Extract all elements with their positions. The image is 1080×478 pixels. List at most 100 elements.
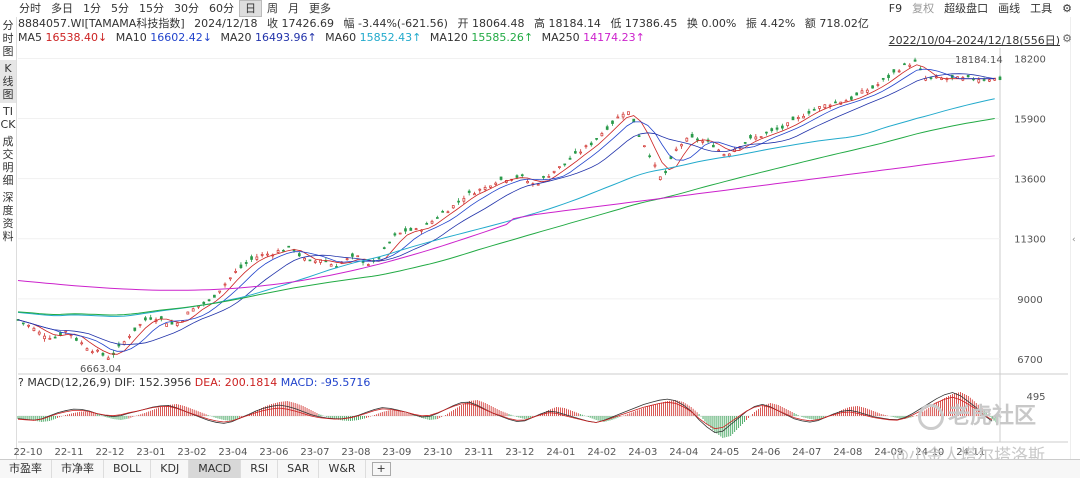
tab-macd[interactable]: MACD xyxy=(189,460,242,478)
ma20-label: MA20 16493.96↑ xyxy=(220,31,317,44)
candle-body xyxy=(621,113,625,118)
f9-button[interactable]: F9 xyxy=(888,1,903,15)
sidebar-item-intraday[interactable]: 分时图 xyxy=(2,19,14,58)
sidebar-item-kline[interactable]: K线图 xyxy=(0,60,16,103)
candle-body xyxy=(138,323,142,326)
period-tab[interactable]: 15分 xyxy=(139,1,164,15)
candle-body xyxy=(823,104,827,108)
date-range[interactable]: 2022/10/04-2024/12/18(556日) xyxy=(888,34,1060,47)
macd-value: MACD: -95.5716 xyxy=(280,376,371,389)
amplitude: 振 4.42% xyxy=(745,17,796,30)
x-tick-label: 24-09 xyxy=(874,447,903,458)
candle-body xyxy=(643,145,646,148)
settings-gear-icon[interactable]: ⚙ xyxy=(1062,32,1072,45)
candle-body xyxy=(881,77,885,80)
period-tab[interactable]: 月 xyxy=(288,1,299,15)
candle-body xyxy=(765,131,768,134)
period-tab[interactable]: 1分 xyxy=(83,1,101,15)
y-tick-label: 6700 xyxy=(1017,355,1042,366)
ma5-label: MA5 16538.40↓ xyxy=(18,31,108,44)
candle-body xyxy=(64,330,68,333)
collapse-strip[interactable]: ‹ xyxy=(1070,17,1080,463)
candle-body xyxy=(43,335,46,340)
x-tick-label: 23-04 xyxy=(218,447,247,458)
candle-body xyxy=(128,335,131,338)
x-tick-label: 23-09 xyxy=(382,447,411,458)
candle-body xyxy=(483,187,487,190)
candle-body xyxy=(85,348,89,351)
candle-body xyxy=(791,116,795,121)
candle-body xyxy=(563,163,567,166)
candle-body xyxy=(892,69,896,73)
period-tab-daily[interactable]: 日 xyxy=(239,0,262,17)
candle-body xyxy=(228,277,232,280)
ma120-label: MA120 15585.26↑ xyxy=(429,31,534,44)
tab-kdj[interactable]: KDJ xyxy=(151,460,190,478)
candle-body xyxy=(749,135,752,139)
candle-body xyxy=(165,323,168,327)
period-tab-more[interactable]: 更多 xyxy=(309,1,331,15)
tab-boll[interactable]: BOLL xyxy=(104,460,152,478)
tab-rsi[interactable]: RSI xyxy=(241,460,279,478)
candle-body xyxy=(101,352,105,356)
x-tick-label: 24-03 xyxy=(628,447,657,458)
macd-legend: ? MACD(12,26,9) DIF: 152.3956 DEA: 200.1… xyxy=(18,376,370,389)
x-tick-label: 23-01 xyxy=(136,447,165,458)
candle-body xyxy=(462,197,466,202)
period-tab[interactable]: 周 xyxy=(267,1,278,15)
candle-body xyxy=(53,336,57,339)
sidebar-item-tick[interactable]: TICK xyxy=(0,105,16,131)
chevron-left-icon[interactable]: ‹ xyxy=(1072,235,1076,245)
sidebar-item-trades[interactable]: 成交明细 xyxy=(2,135,14,187)
candle-body xyxy=(59,332,62,336)
candle-body xyxy=(494,182,498,185)
candle-body xyxy=(27,324,30,327)
candle-body xyxy=(558,166,561,168)
candle-body xyxy=(727,153,731,157)
ma5-line xyxy=(17,64,995,355)
candle-body xyxy=(499,176,503,180)
candle-body xyxy=(69,334,73,337)
help-icon[interactable]: ? xyxy=(18,376,24,389)
candle-body xyxy=(552,170,556,173)
candle-body xyxy=(393,233,397,236)
y-tick-label: 11300 xyxy=(1014,235,1046,246)
gear-icon[interactable]: ⚙ xyxy=(1062,1,1072,15)
period-tab[interactable]: 5分 xyxy=(111,1,129,15)
tab-wr[interactable]: W&R xyxy=(319,460,366,478)
period-tab[interactable]: 多日 xyxy=(51,1,73,15)
y-tick-label: 9000 xyxy=(1017,295,1042,306)
candle-body xyxy=(605,126,609,130)
restore-rights-button[interactable]: 复权 xyxy=(912,2,935,15)
tab-sar[interactable]: SAR xyxy=(278,460,320,478)
candle-body xyxy=(589,142,593,146)
candle-body xyxy=(308,259,312,262)
x-tick-label: 24-07 xyxy=(792,447,821,458)
draw-line-button[interactable]: 画线 xyxy=(998,2,1021,15)
y-tick-label: 15900 xyxy=(1014,115,1046,126)
x-tick-label: 24-02 xyxy=(587,447,616,458)
add-indicator-button[interactable]: + xyxy=(371,462,391,476)
period-tab[interactable]: 30分 xyxy=(174,1,199,15)
candle-body xyxy=(913,59,917,62)
candle-body xyxy=(871,85,874,89)
super-quote-button[interactable]: 超级盘口 xyxy=(944,2,989,15)
candle-body xyxy=(828,104,832,107)
ma-legend: MA5 16538.40↓ MA10 16602.42↓ MA20 16493.… xyxy=(18,31,898,45)
sidebar-item-depth[interactable]: 深度资料 xyxy=(2,191,14,243)
period-tab[interactable]: 60分 xyxy=(209,1,234,15)
candle-body xyxy=(345,258,349,261)
quote-date: 2024/12/18 xyxy=(194,17,258,30)
indicator-tabs: 市盈率 市净率 BOLL KDJ MACD RSI SAR W&R + xyxy=(0,459,1080,478)
tools-menu[interactable]: 工具 xyxy=(1030,2,1053,15)
candle-body xyxy=(966,74,970,78)
tab-pe[interactable]: 市盈率 xyxy=(0,460,52,478)
tab-pb[interactable]: 市净率 xyxy=(52,460,104,478)
candle-body xyxy=(489,185,492,188)
view-sidebar: 分时图 K线图 TICK 成交明细 深度资料 xyxy=(0,17,17,463)
period-tab[interactable]: 分时 xyxy=(19,1,41,15)
x-tick-label: 23-12 xyxy=(505,447,534,458)
right-tools: F9 复权 超级盘口 画线 工具 ⚙ xyxy=(889,0,1072,16)
